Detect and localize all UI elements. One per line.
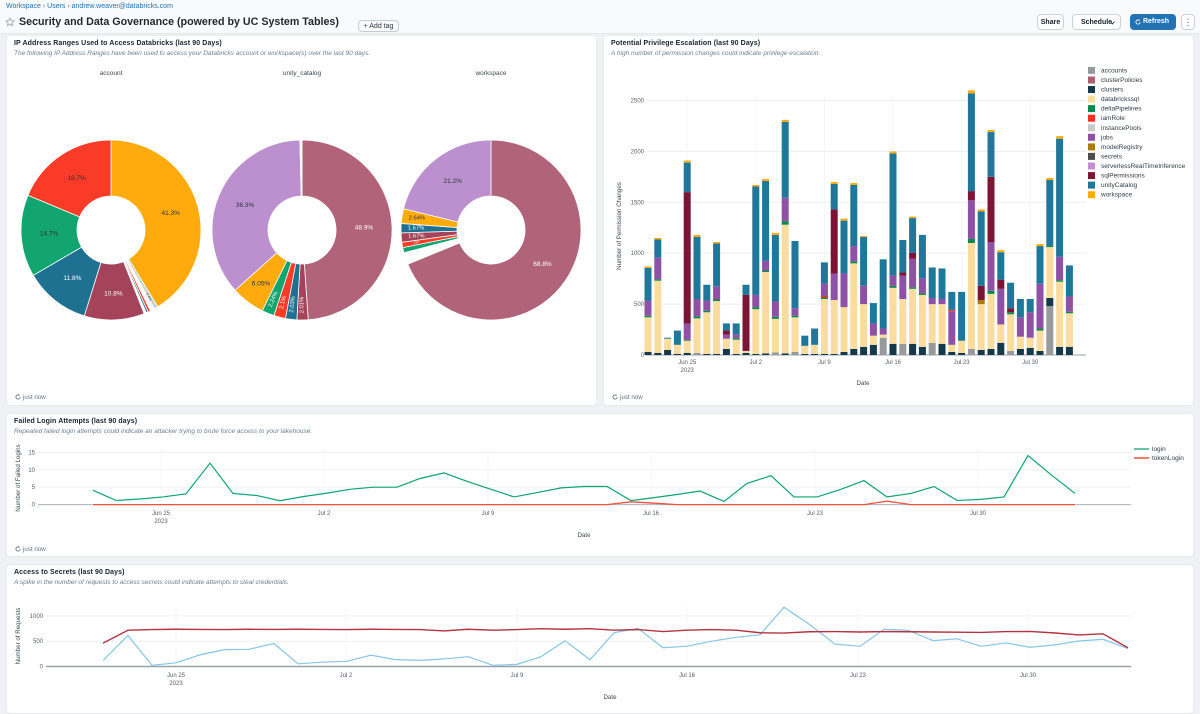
svg-text:instancePools: instancePools bbox=[1101, 125, 1142, 132]
svg-text:Date: Date bbox=[856, 380, 870, 387]
svg-text:login: login bbox=[1152, 446, 1166, 453]
svg-text:sqlPermissions: sqlPermissions bbox=[1101, 173, 1145, 180]
svg-text:unityCatalog: unityCatalog bbox=[1101, 182, 1138, 189]
svg-text:48.9%: 48.9% bbox=[355, 224, 374, 231]
svg-text:0: 0 bbox=[641, 353, 645, 359]
svg-text:Jul 23: Jul 23 bbox=[807, 511, 824, 517]
svg-text:Number of Failed Logins: Number of Failed Logins bbox=[15, 444, 22, 511]
svg-text:Jul 30: Jul 30 bbox=[970, 511, 987, 517]
svg-text:Jul 30: Jul 30 bbox=[1022, 360, 1039, 366]
svg-text:Jul 16: Jul 16 bbox=[679, 673, 696, 679]
svg-text:2.24%: 2.24% bbox=[268, 291, 280, 308]
svg-text:0: 0 bbox=[32, 503, 36, 509]
svg-text:15: 15 bbox=[28, 450, 35, 456]
svg-text:tokenLogin: tokenLogin bbox=[1152, 455, 1184, 462]
svg-text:18.7%: 18.7% bbox=[67, 175, 86, 182]
svg-text:41.3%: 41.3% bbox=[161, 210, 180, 217]
svg-text:2023: 2023 bbox=[169, 681, 183, 687]
svg-text:2023: 2023 bbox=[154, 519, 168, 525]
svg-text:Jul 16: Jul 16 bbox=[643, 511, 660, 517]
svg-text:Jul 30: Jul 30 bbox=[1020, 673, 1037, 679]
svg-text:5: 5 bbox=[32, 485, 36, 491]
svg-text:deltaPipelines: deltaPipelines bbox=[1101, 106, 1142, 113]
svg-text:0: 0 bbox=[40, 665, 44, 671]
svg-text:clusterPolicies: clusterPolicies bbox=[1101, 77, 1143, 84]
svg-text:500: 500 bbox=[634, 302, 645, 308]
svg-text:500: 500 bbox=[33, 639, 44, 645]
svg-text:modelRegistry: modelRegistry bbox=[1101, 144, 1143, 151]
svg-text:account: account bbox=[100, 70, 123, 77]
svg-text:Date: Date bbox=[603, 694, 617, 701]
svg-text:1000: 1000 bbox=[631, 251, 645, 257]
svg-text:6.05%: 6.05% bbox=[252, 281, 271, 288]
svg-text:2.64%: 2.64% bbox=[409, 215, 425, 221]
svg-text:Jun 25: Jun 25 bbox=[167, 673, 186, 679]
svg-text:2.03%: 2.03% bbox=[289, 296, 297, 313]
svg-text:secrets: secrets bbox=[1101, 153, 1123, 160]
svg-text:workspace: workspace bbox=[474, 70, 506, 77]
svg-text:1.67%: 1.67% bbox=[408, 233, 424, 239]
svg-text:36.3%: 36.3% bbox=[236, 202, 255, 209]
svg-text:1000: 1000 bbox=[30, 614, 44, 620]
svg-text:Jul 2: Jul 2 bbox=[340, 673, 353, 679]
svg-text:Jul 9: Jul 9 bbox=[818, 360, 831, 366]
svg-text:accounts: accounts bbox=[1101, 67, 1128, 74]
svg-text:68.8%: 68.8% bbox=[533, 261, 552, 268]
svg-text:14.7%: 14.7% bbox=[40, 231, 59, 238]
svg-text:11.8%: 11.8% bbox=[63, 275, 81, 282]
svg-text:Jul 23: Jul 23 bbox=[850, 673, 867, 679]
svg-text:Date: Date bbox=[577, 532, 591, 539]
svg-text:10.8%: 10.8% bbox=[104, 291, 123, 298]
svg-text:iamRole: iamRole bbox=[1101, 115, 1125, 122]
svg-text:1500: 1500 bbox=[631, 200, 645, 206]
svg-text:workspace: workspace bbox=[1100, 192, 1132, 199]
svg-text:2500: 2500 bbox=[631, 99, 645, 105]
svg-text:databrickssql: databrickssql bbox=[1101, 96, 1139, 103]
svg-text:10: 10 bbox=[28, 468, 35, 474]
svg-text:Jul 16: Jul 16 bbox=[885, 360, 902, 366]
svg-text:Number of Permission Changes: Number of Permission Changes bbox=[616, 182, 623, 270]
svg-text:Jul 2: Jul 2 bbox=[318, 511, 331, 517]
svg-text:jobs: jobs bbox=[1100, 134, 1114, 141]
svg-text:Jul 2: Jul 2 bbox=[749, 360, 762, 366]
svg-text:Jun 25: Jun 25 bbox=[152, 511, 171, 517]
svg-text:2023: 2023 bbox=[681, 368, 695, 374]
svg-text:clusters: clusters bbox=[1101, 87, 1124, 94]
svg-text:2.01%: 2.01% bbox=[299, 297, 305, 313]
svg-text:serverlessRealTimeInference: serverlessRealTimeInference bbox=[1101, 163, 1186, 170]
svg-text:unity_catalog: unity_catalog bbox=[283, 70, 322, 77]
svg-text:Jun 25: Jun 25 bbox=[678, 360, 697, 366]
svg-text:Number of Requests: Number of Requests bbox=[15, 608, 22, 665]
svg-text:1%: 1% bbox=[413, 240, 420, 245]
svg-text:Jul 23: Jul 23 bbox=[954, 360, 971, 366]
svg-text:21.2%: 21.2% bbox=[443, 178, 462, 185]
svg-text:2000: 2000 bbox=[631, 149, 645, 155]
svg-text:2.1%: 2.1% bbox=[279, 296, 288, 310]
svg-text:Jul 9: Jul 9 bbox=[482, 511, 495, 517]
svg-text:Jul 9: Jul 9 bbox=[511, 673, 524, 679]
svg-text:1.67%: 1.67% bbox=[408, 226, 424, 232]
svg-text:0.4%: 0.4% bbox=[145, 292, 153, 302]
